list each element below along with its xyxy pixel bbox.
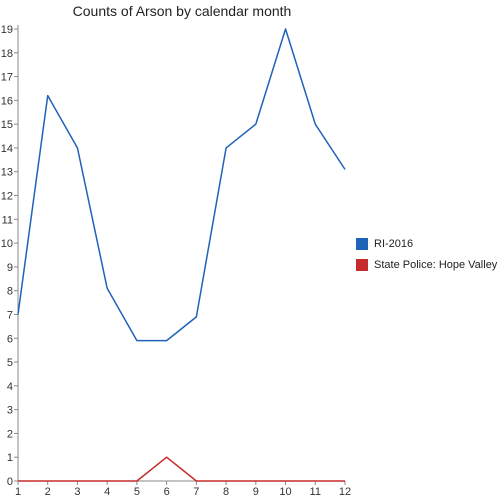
series-line-1[interactable]: [18, 456, 345, 482]
x-tick-label: 10: [279, 486, 291, 498]
y-tick-label: 17: [1, 72, 13, 84]
y-tick-label: 18: [1, 48, 13, 60]
legend: RI-2016 State Police: Hope Valley: [356, 237, 497, 279]
y-tick-label: 13: [1, 167, 13, 179]
x-tick-label: 3: [74, 486, 80, 498]
y-tick-label: 16: [1, 95, 13, 107]
y-tick-label: 9: [7, 262, 13, 274]
x-tick-label: 6: [164, 486, 170, 498]
y-tick-label: 11: [2, 214, 13, 226]
x-tick-label: 1: [15, 486, 21, 498]
y-tick-label: 5: [7, 357, 13, 369]
x-tick-label: 4: [104, 486, 110, 498]
legend-swatch-ri-2016: [356, 237, 368, 250]
legend-swatch-hope-valley: [356, 258, 368, 271]
series-line-0[interactable]: [17, 28, 346, 342]
x-tick-label: 9: [253, 486, 259, 498]
y-tick-label: 15: [1, 119, 13, 131]
x-tick-label: 8: [223, 486, 229, 498]
y-tick-label: 4: [7, 381, 13, 393]
y-tick-label: 12: [1, 191, 13, 203]
x-tick-label: 11: [310, 486, 321, 498]
x-tick-label: 12: [339, 486, 351, 498]
legend-label-hope-valley: State Police: Hope Valley: [374, 258, 498, 271]
series-group: [17, 28, 346, 482]
legend-item-ri-2016[interactable]: RI-2016: [356, 237, 497, 250]
x-tick-label: 2: [45, 486, 51, 498]
x-tick-label: 7: [193, 486, 199, 498]
y-tick-label: 7: [7, 309, 13, 321]
y-tick-label: 1: [7, 452, 13, 464]
y-tick-label: 8: [7, 286, 13, 298]
y-tick-label: 19: [1, 24, 13, 36]
y-tick-label: 0: [7, 476, 13, 488]
y-tick-label: 2: [7, 428, 13, 440]
y-tick-label: 14: [1, 143, 13, 155]
chart-title: Counts of Arson by calendar month: [72, 3, 292, 19]
x-tick-label: 5: [134, 486, 140, 498]
x-axis: 1 2 3 4 5 6 7 8 9 10 11 12: [15, 480, 351, 498]
y-tick-label: 3: [7, 405, 13, 417]
legend-item-hope-valley[interactable]: State Police: Hope Valley: [356, 258, 497, 271]
y-tick-label: 6: [7, 333, 13, 345]
legend-label-ri-2016: RI-2016: [374, 237, 414, 250]
y-tick-label: 10: [1, 238, 13, 250]
